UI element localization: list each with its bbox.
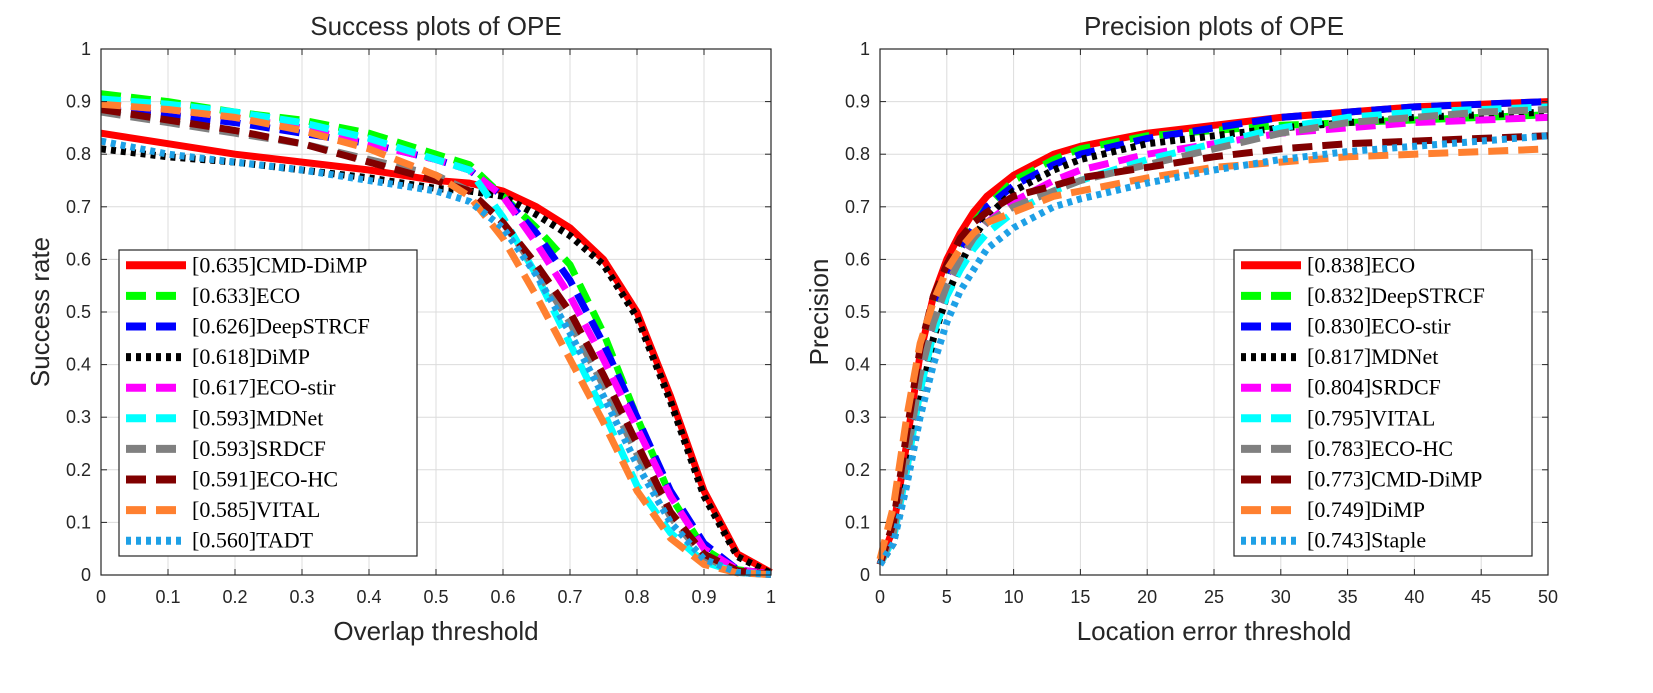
chart-title: Success plots of OPE: [310, 11, 561, 41]
y-tick-label: 0.2: [845, 460, 870, 480]
x-tick-label: 0: [96, 587, 106, 607]
y-tick-label: 0.3: [66, 407, 91, 427]
legend-label-4: [0.804]SRDCF: [1307, 375, 1441, 400]
y-tick-label: 0: [860, 565, 870, 585]
x-axis-label: Overlap threshold: [333, 616, 538, 646]
y-tick-label: 0.7: [845, 197, 870, 217]
x-tick-label: 15: [1070, 587, 1090, 607]
y-axis-label: Success rate: [25, 237, 55, 387]
legend-label-5: [0.795]VITAL: [1307, 405, 1435, 430]
success-plot: 0 0.1 0.2 0.3 0.4 0.5 0.6 0.7 0.8 0.9 1 0 0.1 0.2 0.3 0…: [25, 11, 776, 646]
series-line-8: [876, 145, 1549, 561]
series-line-6: [876, 106, 1549, 566]
x-tick-label: 0.1: [155, 587, 180, 607]
x-tick-label: 0.6: [490, 587, 515, 607]
series-line-0: [100, 129, 773, 576]
y-tick-label: 1: [860, 39, 870, 59]
y-tick-label: 0.8: [845, 144, 870, 164]
y-tick-label: 0.5: [66, 302, 91, 322]
y-tick-label: 0.4: [66, 355, 91, 375]
y-tick-label: 0.9: [845, 92, 870, 112]
series-line-7: [100, 106, 772, 578]
y-tick-label: 0.6: [66, 249, 91, 269]
x-tick-label: 35: [1338, 587, 1358, 607]
x-tick-label: 0.8: [624, 587, 649, 607]
legend-label-1: [0.832]DeepSTRCF: [1307, 283, 1485, 308]
series-line-9: [877, 132, 1549, 567]
x-tick-label: 30: [1271, 587, 1291, 607]
x-tick-label: 40: [1404, 587, 1424, 607]
legend-label-0: [0.635]CMD-DiMP: [192, 252, 367, 277]
legend-label-8: [0.749]DiMP: [1307, 497, 1425, 522]
chart-title: Precision plots of OPE: [1084, 11, 1344, 41]
y-tick-label: 0.3: [845, 407, 870, 427]
series-line-9: [100, 137, 772, 578]
legend-label-2: [0.830]ECO-stir: [1307, 314, 1451, 339]
legend-box: [118, 249, 418, 557]
x-tick-label: 0: [875, 587, 885, 607]
legend-label-8: [0.585]VITAL: [192, 497, 320, 522]
y-tick-label: 0.6: [845, 249, 870, 269]
x-tick-label: 0.2: [222, 587, 247, 607]
legend-label-6: [0.783]ECO-HC: [1307, 436, 1453, 461]
x-tick-label: 0.9: [691, 587, 716, 607]
x-axis-label: Location error threshold: [1077, 616, 1352, 646]
legend-label-1: [0.633]ECO: [192, 283, 300, 308]
legend-label-0: [0.838]ECO: [1307, 252, 1415, 277]
series-line-5: [876, 103, 1549, 567]
y-tick-label: 0.8: [66, 144, 91, 164]
series-line-3: [100, 145, 773, 577]
legend: [0.635]CMD-DiMP [0.633]ECO [0.626]DeepSTRC…: [118, 249, 418, 557]
legend-label-3: [0.817]MDNet: [1307, 344, 1438, 369]
y-tick-label: 0.1: [66, 512, 91, 532]
y-tick-label: 0.1: [845, 512, 870, 532]
legend-box: [1233, 249, 1533, 557]
x-tick-label: 0.4: [356, 587, 381, 607]
x-tick-label: 1: [766, 587, 776, 607]
x-tick-label: 0.3: [289, 587, 314, 607]
x-tick-label: 25: [1204, 587, 1224, 607]
legend-label-7: [0.773]CMD-DiMP: [1307, 467, 1482, 492]
x-tick-label: 45: [1471, 587, 1491, 607]
y-tick-label: 0.7: [66, 197, 91, 217]
legend-label-6: [0.593]SRDCF: [192, 436, 326, 461]
x-tick-label: 50: [1538, 587, 1558, 607]
legend: [0.838]ECO [0.832]DeepSTRCF [0.830]ECO-sti…: [1233, 249, 1533, 557]
legend-label-5: [0.593]MDNet: [192, 405, 323, 430]
y-tick-label: 0.2: [66, 460, 91, 480]
y-tick-label: 0.4: [845, 355, 870, 375]
legend-label-2: [0.626]DeepSTRCF: [192, 314, 370, 339]
legend-label-4: [0.617]ECO-stir: [192, 375, 336, 400]
precision-plot: 0 5 10 15 20 25 30 35 40 45 50 0 0.1 0.2 0.3 0.4 0.5 0.6 0…: [804, 11, 1558, 646]
legend-label-9: [0.743]Staple: [1307, 528, 1426, 553]
y-tick-label: 0.5: [845, 302, 870, 322]
y-axis-label: Precision: [804, 259, 834, 366]
legend-label-7: [0.591]ECO-HC: [192, 467, 338, 492]
x-tick-label: 5: [942, 587, 952, 607]
series-line-3: [877, 108, 1549, 567]
x-tick-label: 10: [1004, 587, 1024, 607]
legend-label-3: [0.618]DiMP: [192, 344, 310, 369]
legend-label-9: [0.560]TADT: [192, 528, 314, 553]
series-line-8: [100, 100, 772, 578]
x-tick-label: 20: [1137, 587, 1157, 607]
y-tick-label: 0.9: [66, 92, 91, 112]
x-tick-label: 0.5: [423, 587, 448, 607]
y-tick-label: 0: [81, 565, 91, 585]
x-tick-label: 0.7: [557, 587, 582, 607]
y-tick-label: 1: [81, 39, 91, 59]
